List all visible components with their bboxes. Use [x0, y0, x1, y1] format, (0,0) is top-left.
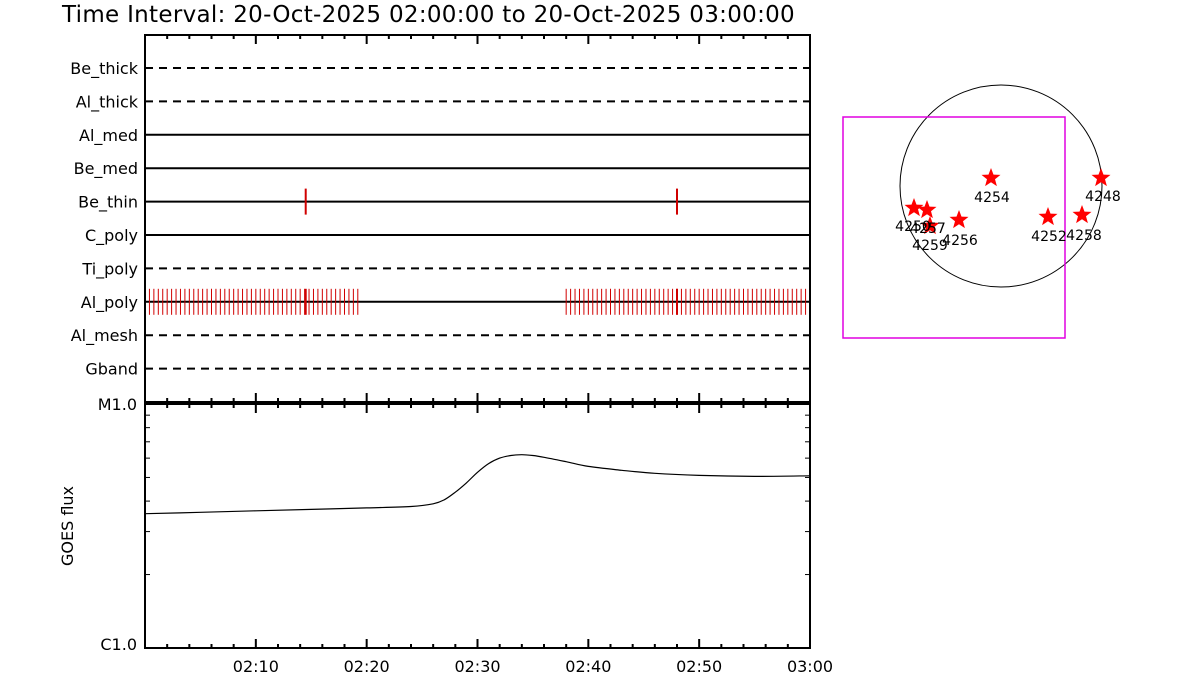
- solar-limb-circle: [899, 84, 1103, 288]
- row-label: Al_thick: [76, 92, 139, 112]
- x-tick-label: 03:00: [787, 657, 833, 676]
- plot-title: Time Interval: 20-Oct-2025 02:00:00 to 2…: [62, 2, 795, 28]
- timeline-frame: [144, 34, 811, 403]
- ar-star-marker: [1091, 168, 1111, 187]
- ar-star-marker: [1038, 207, 1058, 226]
- ar-star-marker: [904, 198, 924, 217]
- ar-star-marker: [1072, 205, 1092, 224]
- y-tick-label: M1.0: [98, 395, 137, 414]
- row-label: Ti_poly: [81, 259, 138, 279]
- row-label: Gband: [85, 360, 138, 379]
- y-axis-label: GOES flux: [58, 486, 77, 566]
- ar-star-marker: [920, 216, 940, 235]
- goes-frame: [144, 403, 811, 649]
- y-tick-label: C1.0: [100, 635, 137, 654]
- x-tick-label: 02:50: [676, 657, 722, 676]
- x-tick-label: 02:40: [565, 657, 611, 676]
- row-label: Be_thick: [70, 59, 138, 79]
- goes-flux-line: [144, 454, 811, 515]
- ar-label: 4254: [974, 190, 1010, 206]
- ar-star-marker: [917, 200, 937, 219]
- ar-label: 4258: [1066, 228, 1102, 244]
- row-label: C_poly: [85, 226, 138, 246]
- row-label: Be_med: [74, 159, 138, 179]
- ar-label: 4256: [942, 233, 978, 249]
- row-label: Be_thin: [78, 193, 138, 213]
- x-tick-label: 02:30: [454, 657, 500, 676]
- x-tick-label: 02:10: [233, 657, 279, 676]
- ar-label: 4257: [910, 221, 946, 237]
- row-label: Al_poly: [81, 293, 138, 313]
- ar-label: 4252: [1031, 229, 1067, 245]
- row-label: Al_mesh: [71, 326, 138, 346]
- fov-box: [842, 116, 1066, 339]
- ar-star-marker: [949, 210, 969, 229]
- ar-star-marker: [981, 168, 1001, 187]
- ar-label: 4248: [1085, 189, 1121, 205]
- row-label: Al_med: [79, 126, 138, 146]
- ar-label: 4259: [912, 238, 948, 254]
- ar-label: 4250: [895, 219, 931, 235]
- x-tick-label: 02:20: [344, 657, 390, 676]
